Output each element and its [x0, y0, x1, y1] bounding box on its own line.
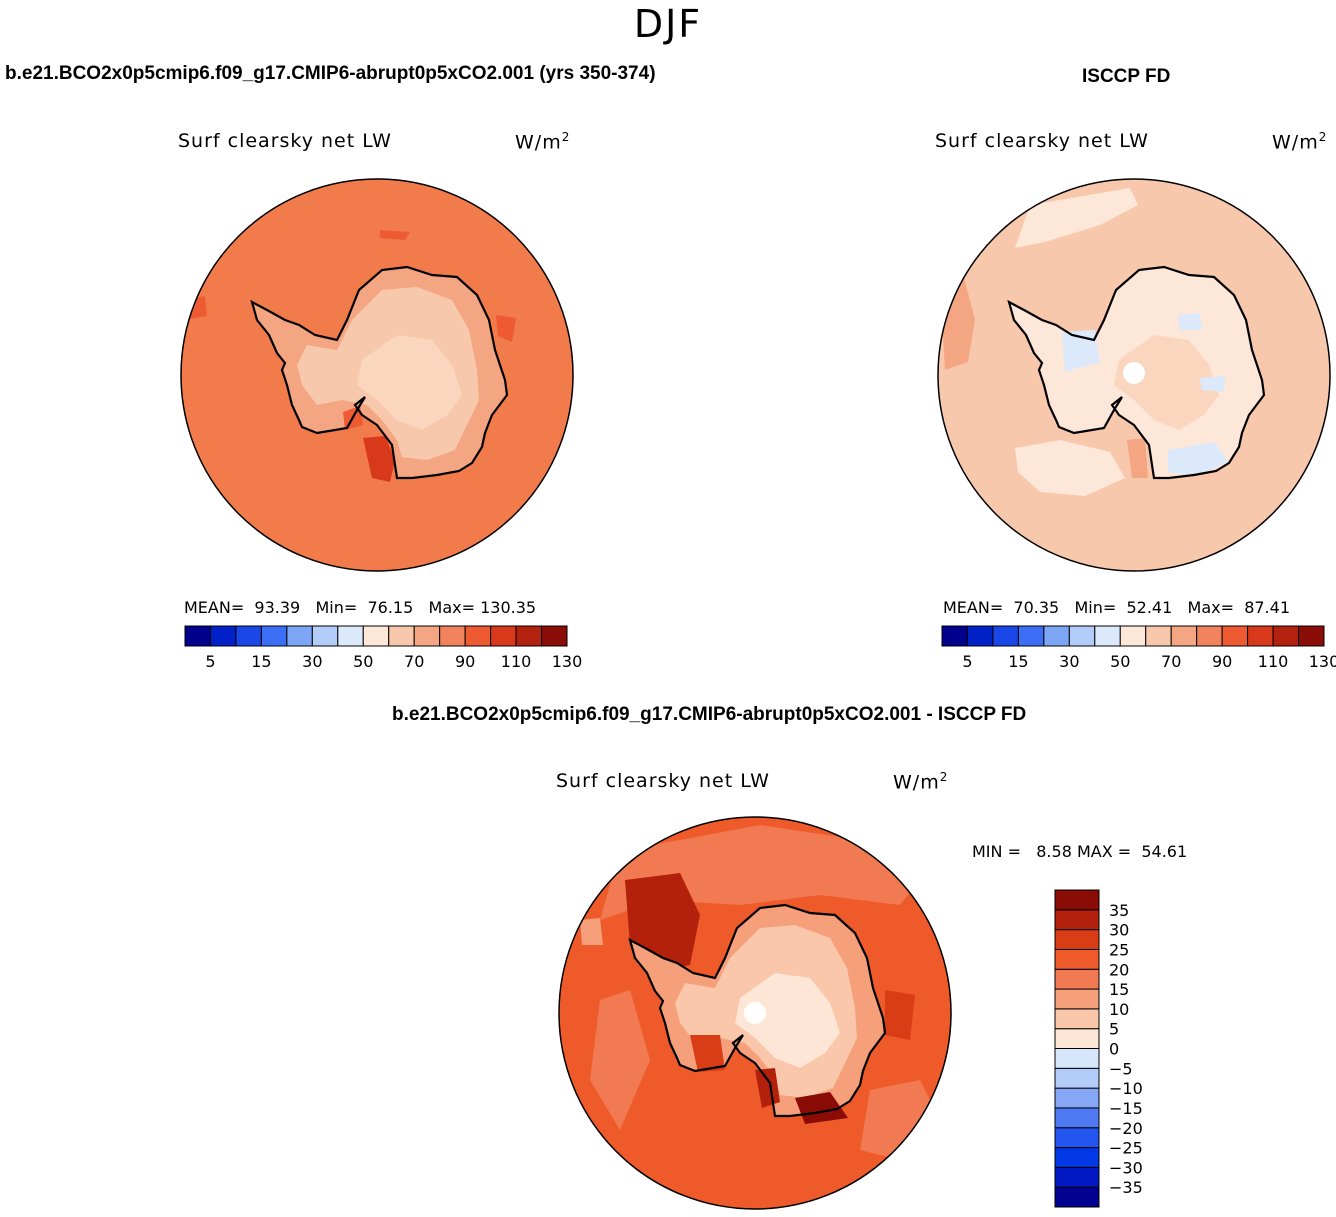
panel1-colorbar-tick-label: 15 [251, 652, 271, 671]
panel2-colorbar-swatch [1247, 625, 1274, 647]
panel2-colorbar-swatch [1119, 625, 1147, 647]
panel3-colorbar-tick-label: 0 [1109, 1040, 1119, 1059]
panel3-colorbar-swatch [1054, 1166, 1100, 1188]
panel2-colorbar-tick-label: 130 [1309, 652, 1336, 671]
panel1-colorbar-swatch [388, 625, 415, 647]
panel3-colorbar-tick-label: 10 [1109, 1000, 1129, 1019]
panel1-colorbar-swatch [260, 625, 288, 647]
panel1-colorbar-swatch [413, 625, 441, 647]
panel1-colorbar-swatch [286, 625, 313, 647]
panel3-colorbar-swatch [1054, 1127, 1100, 1149]
panel1-colorbar-tick-label: 5 [205, 652, 215, 671]
panel1-colorbar-swatch [337, 625, 364, 647]
panel3-colorbar-swatch [1054, 1087, 1100, 1109]
panel1-colorbar-swatch [209, 625, 237, 647]
panel2-colorbar-swatch [1145, 625, 1172, 647]
panel3-colorbar-tick-label: 30 [1109, 921, 1129, 940]
panel1-variable: Surf clearsky net LW [178, 130, 392, 152]
panel3-colorbar-swatch [1054, 1147, 1100, 1168]
panel3-colorbar-tick-label: 5 [1109, 1020, 1119, 1039]
panel3-colorbar-swatch [1054, 968, 1100, 990]
panel1-colorbar-swatch [439, 625, 466, 647]
panel1-colorbar-swatch [362, 625, 390, 647]
panel3-colorbar-swatch [1054, 929, 1100, 950]
panel3-colorbar-swatch [1054, 988, 1100, 1010]
panel1-colorbar-tick-label: 90 [455, 652, 475, 671]
panel3-colorbar-swatch [1054, 889, 1100, 911]
panel2-colorbar-swatch [1170, 625, 1198, 647]
panel2-colorbar-swatch [941, 625, 968, 647]
panel3-colorbar-tick-label: −20 [1109, 1119, 1143, 1138]
panel3-colorbar-tick-label: −10 [1109, 1079, 1143, 1098]
panel3-variable: Surf clearsky net LW [556, 770, 770, 792]
panel1-colorbar-swatch [235, 625, 262, 647]
season-title: DJF [633, 2, 703, 46]
panel2-colorbar-swatch [1196, 625, 1223, 647]
panel2-stats: MEAN= 70.35 Min= 52.41 Max= 87.41 [943, 598, 1290, 617]
panel3-colorbar-swatch [1054, 1048, 1100, 1069]
panel2-colorbar-tick-label: 5 [962, 652, 972, 671]
panel3-colorbar-tick-label: −15 [1109, 1099, 1143, 1118]
panel2-colorbar: 5 15 30 50 70 90 110 130 [941, 625, 1336, 671]
panel2-colorbar-tick-label: 110 [1258, 652, 1289, 671]
panel3-colorbar-swatch [1054, 1107, 1100, 1129]
panel2-title: ISCCP FD [1082, 66, 1171, 87]
panel2-colorbar-swatch [1043, 625, 1070, 647]
panel3-colorbar-tick-label: 25 [1109, 940, 1129, 959]
panel1-colorbar-tick-label: 50 [353, 652, 373, 671]
panel3-colorbar-swatch [1054, 1186, 1100, 1208]
panel3-units: W/m2 [893, 770, 949, 794]
panel1-colorbar-swatch [515, 625, 543, 647]
panel2-colorbar-swatch [1068, 625, 1096, 647]
panel2-colorbar-tick-label: 15 [1008, 652, 1028, 671]
panel1-units: W/m2 [515, 130, 571, 154]
panel1-colorbar: 5 15 30 50 70 90 110 130 [184, 625, 583, 671]
panel3-stats: MIN = 8.58 MAX = 54.61 [972, 842, 1188, 861]
panel1-colorbar-swatch [311, 625, 339, 647]
panel2-colorbar-tick-label: 90 [1212, 652, 1232, 671]
panel2-map [937, 178, 1331, 572]
panel3-colorbar-tick-label: −25 [1109, 1139, 1143, 1158]
panel3-colorbar-tick-label: −5 [1109, 1059, 1133, 1078]
panel1-colorbar-tick-label: 70 [404, 652, 424, 671]
panel2-colorbar-swatch [1298, 625, 1325, 647]
panel3-colorbar-tick-label: −30 [1109, 1158, 1143, 1177]
panel1-colorbar-tick-label: 30 [302, 652, 322, 671]
panel1-colorbar-tick-label: 130 [552, 652, 583, 671]
panel3-colorbar-swatch [1054, 1067, 1100, 1089]
panel3-colorbar-swatch [1054, 909, 1100, 931]
panel3-map [558, 816, 952, 1210]
panel1-colorbar-swatch [490, 625, 517, 647]
panel1-map [180, 178, 574, 572]
panel1-colorbar-tick-label: 110 [501, 652, 532, 671]
panel3-colorbar-tick-label: 15 [1109, 980, 1129, 999]
panel3-title: b.e21.BCO2x0p5cmip6.f09_g17.CMIP6-abrupt… [392, 704, 1027, 725]
panel2-colorbar-tick-label: 30 [1059, 652, 1079, 671]
panel2-colorbar-swatch [1221, 625, 1249, 647]
panel1-colorbar-swatch [464, 625, 492, 647]
panel3-colorbar-tick-label: 20 [1109, 960, 1129, 979]
panel1-colorbar-swatch [541, 625, 568, 647]
panel1-colorbar-swatch [184, 625, 211, 647]
panel2-units: W/m2 [1272, 130, 1328, 154]
panel1-title: b.e21.BCO2x0p5cmip6.f09_g17.CMIP6-abrupt… [5, 63, 656, 84]
panel2-colorbar-swatch [1094, 625, 1121, 647]
panel3-colorbar-swatch [1054, 1008, 1100, 1030]
panel3-colorbar-tick-label: −35 [1109, 1178, 1143, 1197]
panel2-colorbar-swatch [1272, 625, 1300, 647]
panel2-colorbar-swatch [966, 625, 994, 647]
panel3-colorbar-tick-label: 35 [1109, 901, 1129, 920]
panel1-stats: MEAN= 93.39 Min= 76.15 Max= 130.35 [184, 598, 537, 617]
panel2-colorbar-swatch [992, 625, 1019, 647]
panel2-variable: Surf clearsky net LW [935, 130, 1149, 152]
panel3-colorbar-swatch [1054, 1028, 1100, 1049]
panel2-colorbar-swatch [1017, 625, 1045, 647]
panel2-colorbar-tick-label: 50 [1110, 652, 1130, 671]
panel3-colorbar-swatch [1054, 948, 1100, 970]
panel2-colorbar-tick-label: 70 [1161, 652, 1181, 671]
